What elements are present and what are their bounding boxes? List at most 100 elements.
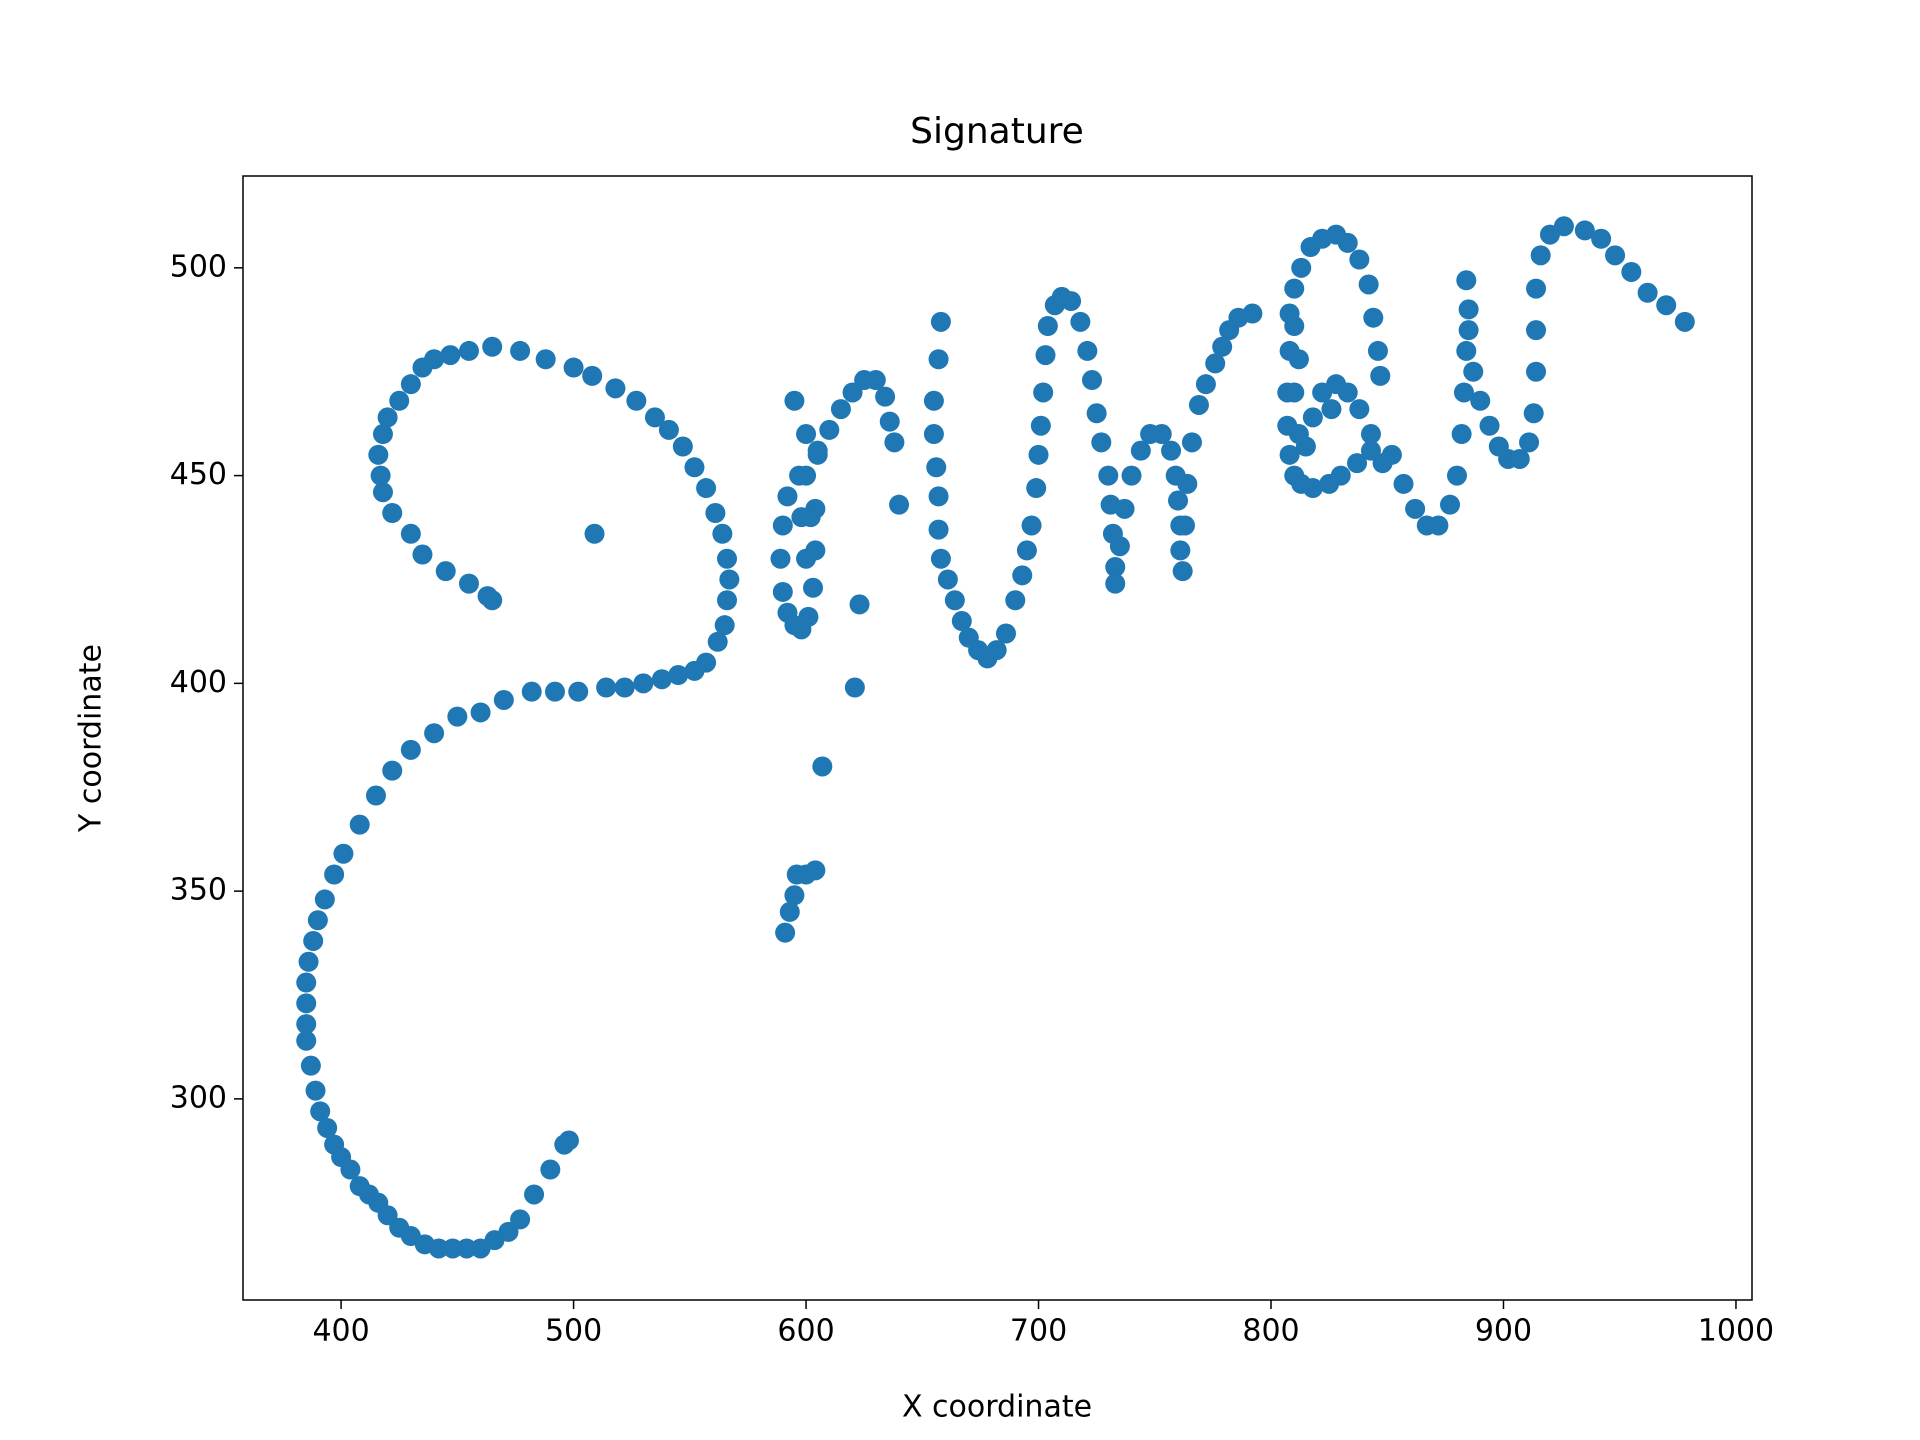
point [1463, 361, 1484, 382]
point [582, 365, 603, 386]
point [1360, 424, 1381, 445]
point [1451, 424, 1472, 445]
point [372, 424, 393, 445]
point [1470, 390, 1491, 411]
point [1172, 561, 1193, 582]
point [1242, 303, 1263, 324]
point [995, 623, 1016, 644]
point [365, 785, 386, 806]
point [1195, 374, 1216, 395]
point [584, 523, 605, 544]
point [777, 486, 798, 507]
point [1574, 220, 1595, 241]
point [684, 660, 705, 681]
point [1016, 540, 1037, 561]
point [879, 411, 900, 432]
point [510, 1209, 531, 1230]
point [1030, 415, 1051, 436]
point [349, 814, 370, 835]
point [798, 606, 819, 627]
point [1456, 340, 1477, 361]
point [717, 590, 738, 611]
point [1312, 382, 1333, 403]
point [1070, 311, 1091, 332]
point [928, 349, 949, 370]
point [796, 465, 817, 486]
point [1035, 345, 1056, 366]
point [805, 860, 826, 881]
point [412, 544, 433, 565]
point [930, 548, 951, 569]
point [1168, 490, 1189, 511]
point [1105, 557, 1126, 578]
y-axis-label: Y coordinate [74, 644, 109, 833]
y-tick-label: 350 [170, 873, 227, 908]
point [482, 336, 503, 357]
point [1091, 432, 1112, 453]
point [849, 594, 870, 615]
point [1151, 424, 1172, 445]
point [1526, 278, 1547, 299]
y-tick-label: 300 [170, 1080, 227, 1115]
point [1358, 274, 1379, 295]
point [1181, 432, 1202, 453]
point [1446, 465, 1467, 486]
point [1061, 291, 1082, 312]
point [605, 378, 626, 399]
point [986, 640, 1007, 661]
point [1174, 515, 1195, 536]
point [1621, 261, 1642, 282]
point [844, 677, 865, 698]
point [424, 349, 445, 370]
point [400, 374, 421, 395]
point [819, 419, 840, 440]
point [456, 1238, 477, 1259]
point [300, 1055, 321, 1076]
point [1458, 299, 1479, 320]
point [493, 689, 514, 710]
point [558, 1130, 579, 1151]
point [1349, 249, 1370, 270]
point [1393, 473, 1414, 494]
point [712, 523, 733, 544]
point [1284, 278, 1305, 299]
x-tick-label: 900 [1475, 1314, 1532, 1349]
point [1381, 444, 1402, 465]
point [458, 573, 479, 594]
point [1519, 432, 1540, 453]
point [772, 515, 793, 536]
point [477, 586, 498, 607]
point [930, 311, 951, 332]
point [644, 407, 665, 428]
point [544, 681, 565, 702]
point [707, 631, 728, 652]
point [865, 370, 886, 391]
point [775, 922, 796, 943]
point [535, 349, 556, 370]
point [772, 581, 793, 602]
point [705, 502, 726, 523]
point [324, 864, 345, 885]
point [1674, 311, 1695, 332]
point [435, 561, 456, 582]
point [1509, 448, 1530, 469]
point [372, 482, 393, 503]
point [684, 457, 705, 478]
point [1458, 320, 1479, 341]
point [368, 444, 389, 465]
point [1605, 245, 1626, 266]
point [305, 1080, 326, 1101]
point [1523, 403, 1544, 424]
x-tick-label: 800 [1242, 1314, 1299, 1349]
point [1170, 540, 1191, 561]
point [510, 340, 531, 361]
point [668, 665, 689, 686]
point [812, 756, 833, 777]
point [875, 386, 896, 407]
point [923, 390, 944, 411]
point [696, 478, 717, 499]
point [1021, 515, 1042, 536]
point [470, 702, 491, 723]
